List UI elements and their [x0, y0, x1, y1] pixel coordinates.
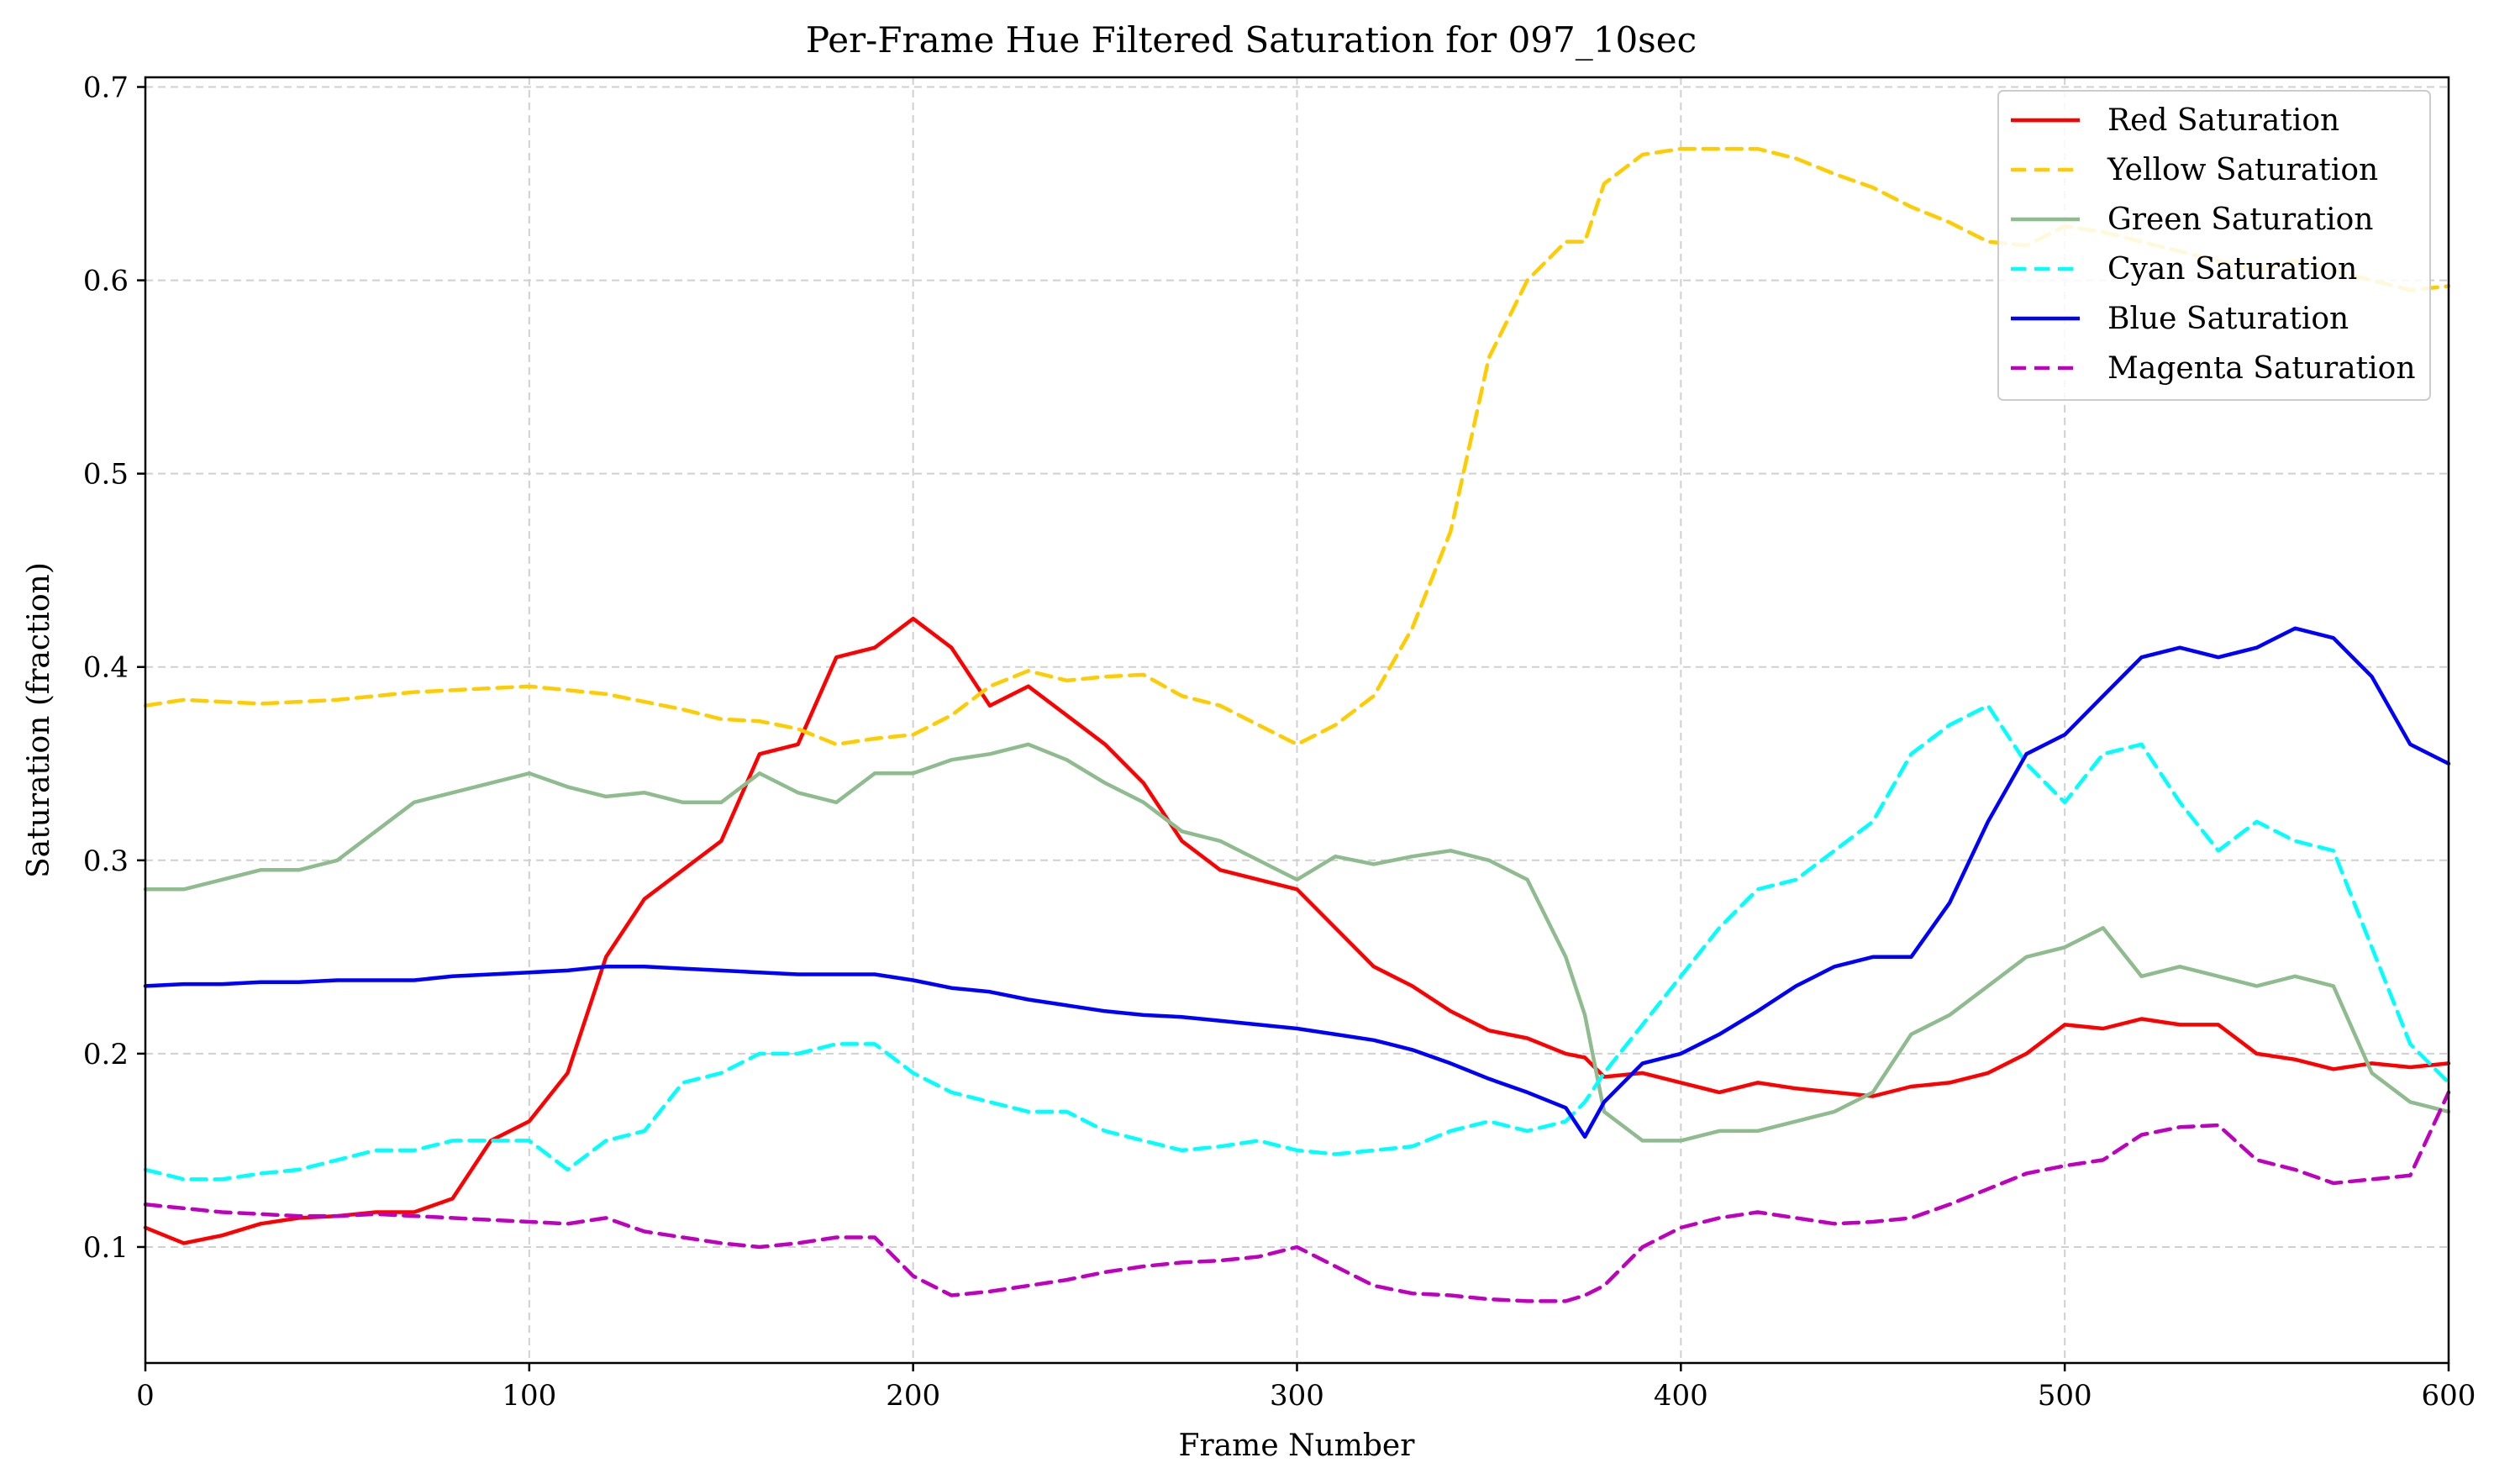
- legend-label: Red Saturation: [2107, 103, 2339, 138]
- y-axis-label: Saturation (fraction): [22, 562, 56, 878]
- y-tick-label: 0.6: [83, 265, 129, 298]
- y-tick-label: 0.3: [83, 845, 129, 878]
- legend: Red Saturation Yellow Saturation Green Sat…: [1997, 90, 2431, 401]
- series-line: [143, 703, 2451, 1181]
- x-tick-label: 600: [2422, 1379, 2476, 1413]
- series-line: [143, 626, 2451, 1139]
- y-tick-label: 0.7: [83, 71, 129, 105]
- series-line: [143, 742, 2451, 1143]
- axis-ticks: 0 100 200 300 400 500 600 0.1 0.2 0.3 0.4 0.5 0.6 0.7: [83, 71, 2476, 1413]
- legend-label: Blue Saturation: [2107, 302, 2349, 336]
- x-tick-label: 200: [886, 1379, 940, 1413]
- x-tick-label: 0: [136, 1379, 155, 1413]
- y-tick-label: 0.1: [83, 1231, 129, 1265]
- series-line: [143, 616, 2451, 1245]
- legend-label: Cyan Saturation: [2107, 252, 2357, 287]
- grid: [145, 77, 2449, 1363]
- legend-label: Magenta Saturation: [2107, 351, 2416, 386]
- y-tick-label: 0.2: [83, 1038, 129, 1071]
- legend-label: Green Saturation: [2107, 203, 2374, 237]
- x-tick-label: 100: [502, 1379, 556, 1413]
- series-line: [143, 1090, 2451, 1303]
- x-tick-label: 500: [2038, 1379, 2092, 1413]
- x-axis-label: Frame Number: [1179, 1429, 1416, 1463]
- y-tick-label: 0.4: [83, 651, 129, 685]
- chart-title: Per-Frame Hue Filtered Saturation for 09…: [806, 19, 1697, 61]
- legend-box: [1997, 90, 2431, 401]
- x-tick-label: 400: [1654, 1379, 1708, 1413]
- x-tick-label: 300: [1270, 1379, 1324, 1413]
- legend-label: Yellow Saturation: [2107, 153, 2378, 187]
- y-tick-label: 0.5: [83, 458, 129, 492]
